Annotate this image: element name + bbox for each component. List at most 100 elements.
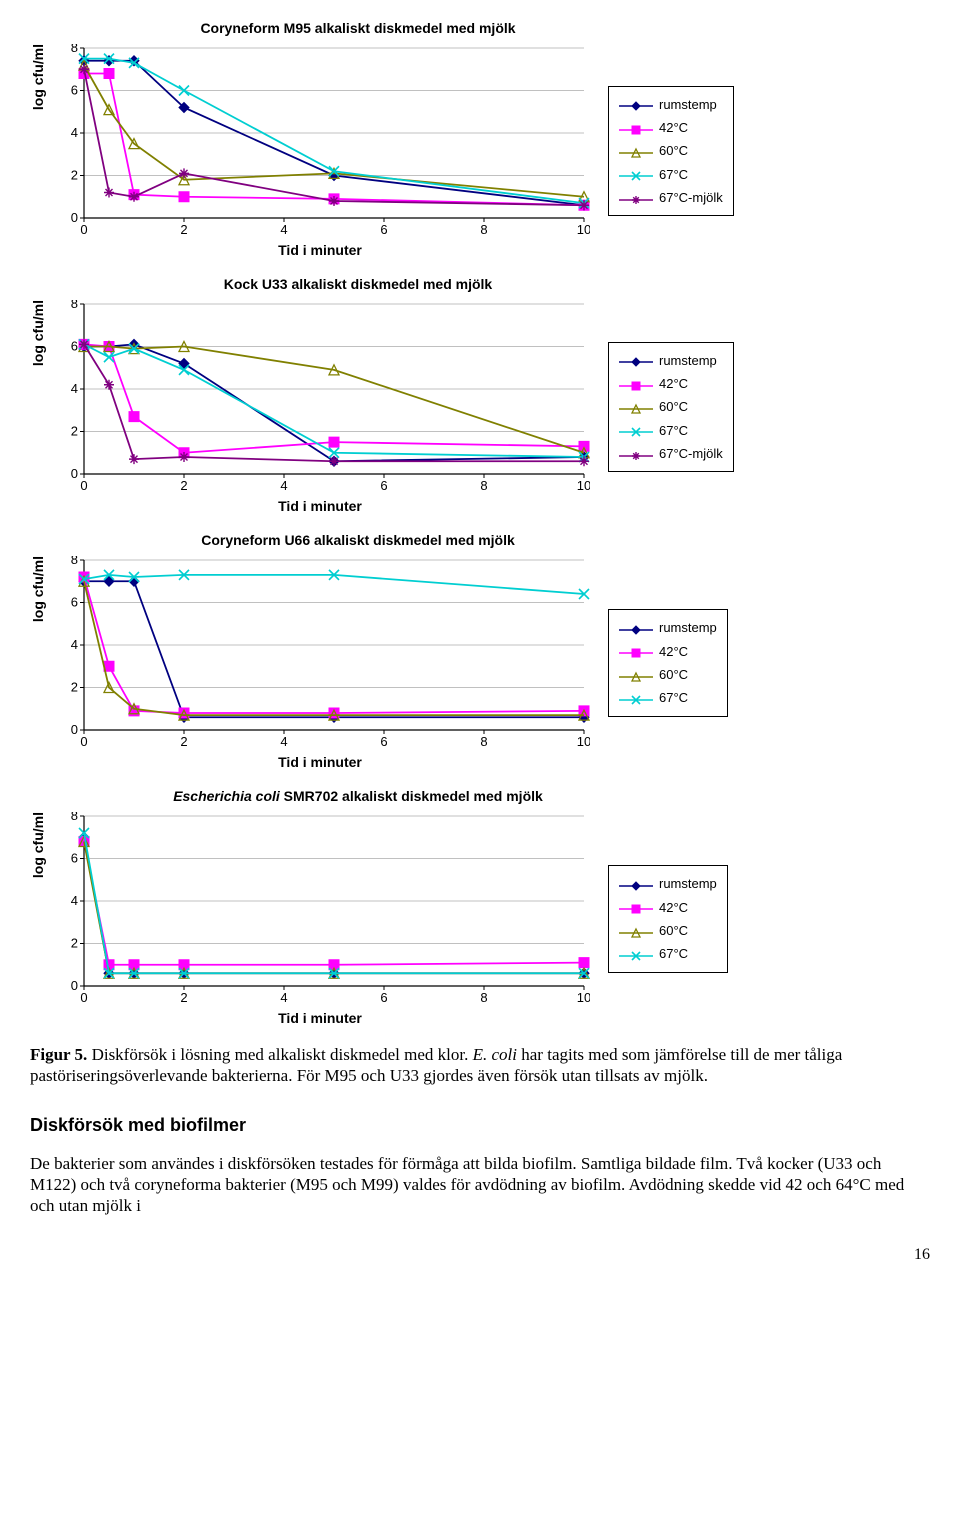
y-axis-label: log cfu/ml	[30, 556, 46, 622]
figure-label: Figur 5.	[30, 1045, 87, 1064]
legend-item: 67°C	[619, 686, 717, 709]
svg-text:10: 10	[577, 990, 590, 1005]
legend-swatch	[619, 924, 653, 938]
chart-legend: rumstemp 42°C 60°C 67°C 67°C-mjölk	[608, 86, 734, 217]
legend-label: 67°C-mjölk	[659, 186, 723, 209]
svg-text:2: 2	[180, 990, 187, 1005]
chart-title: Coryneform M95 alkaliskt diskmedel med m…	[108, 20, 608, 36]
svg-text:0: 0	[71, 210, 78, 225]
svg-text:10: 10	[577, 734, 590, 749]
y-axis-label: log cfu/ml	[30, 44, 46, 110]
legend-item: 42°C	[619, 896, 717, 919]
legend-swatch	[619, 191, 653, 205]
svg-text:4: 4	[280, 222, 287, 237]
legend-swatch	[619, 353, 653, 367]
svg-text:8: 8	[480, 478, 487, 493]
svg-text:0: 0	[71, 722, 78, 737]
legend-label: 67°C-mjölk	[659, 442, 723, 465]
legend-swatch	[619, 97, 653, 111]
legend-swatch	[619, 900, 653, 914]
svg-text:6: 6	[380, 990, 387, 1005]
legend-item: rumstemp	[619, 349, 723, 372]
legend-label: 60°C	[659, 139, 688, 162]
svg-text:0: 0	[71, 466, 78, 481]
chart-block-1: Kock U33 alkaliskt diskmedel med mjölk l…	[30, 276, 930, 514]
legend-label: 60°C	[659, 395, 688, 418]
section-body: De bakterier som användes i diskförsöken…	[30, 1153, 930, 1217]
svg-text:8: 8	[480, 222, 487, 237]
legend-item: rumstemp	[619, 93, 723, 116]
legend-item: 60°C	[619, 663, 717, 686]
svg-text:4: 4	[280, 734, 287, 749]
legend-label: 42°C	[659, 640, 688, 663]
svg-text:0: 0	[71, 978, 78, 993]
svg-text:8: 8	[71, 44, 78, 55]
svg-text:6: 6	[71, 83, 78, 98]
chart-plot: 024680246810	[50, 812, 590, 1008]
svg-text:4: 4	[280, 990, 287, 1005]
legend-swatch	[619, 644, 653, 658]
section-heading: Diskförsök med biofilmer	[30, 1115, 930, 1136]
svg-text:4: 4	[71, 637, 78, 652]
legend-item: 60°C	[619, 919, 717, 942]
legend-swatch	[619, 144, 653, 158]
chart-block-2: Coryneform U66 alkaliskt diskmedel med m…	[30, 532, 930, 770]
legend-label: 60°C	[659, 919, 688, 942]
svg-text:6: 6	[380, 478, 387, 493]
legend-label: 67°C	[659, 686, 688, 709]
svg-text:2: 2	[71, 168, 78, 183]
chart-block-0: Coryneform M95 alkaliskt diskmedel med m…	[30, 20, 930, 258]
legend-label: rumstemp	[659, 616, 717, 639]
x-axis-label: Tid i minuter	[50, 498, 590, 514]
legend-swatch	[619, 447, 653, 461]
chart-plot: 024680246810	[50, 300, 590, 496]
svg-text:2: 2	[180, 478, 187, 493]
svg-text:8: 8	[480, 734, 487, 749]
svg-text:2: 2	[71, 936, 78, 951]
svg-text:10: 10	[577, 478, 590, 493]
svg-text:4: 4	[71, 381, 78, 396]
legend-label: 67°C	[659, 942, 688, 965]
chart-legend: rumstemp 42°C 60°C 67°C 67°C-mjölk	[608, 342, 734, 473]
legend-item: 60°C	[619, 139, 723, 162]
legend-swatch	[619, 621, 653, 635]
legend-item: 67°C-mjölk	[619, 442, 723, 465]
legend-label: 42°C	[659, 372, 688, 395]
legend-item: 67°C	[619, 163, 723, 186]
svg-text:4: 4	[71, 125, 78, 140]
legend-label: 42°C	[659, 896, 688, 919]
legend-label: 67°C	[659, 419, 688, 442]
figure-caption: Figur 5. Diskförsök i lösning med alkali…	[30, 1044, 930, 1087]
legend-swatch	[619, 167, 653, 181]
chart-plot: 024680246810	[50, 556, 590, 752]
svg-text:6: 6	[71, 851, 78, 866]
svg-text:8: 8	[71, 556, 78, 567]
legend-swatch	[619, 877, 653, 891]
svg-text:8: 8	[480, 990, 487, 1005]
chart-legend: rumstemp 42°C 60°C 67°C	[608, 865, 728, 973]
svg-text:6: 6	[71, 339, 78, 354]
legend-label: rumstemp	[659, 872, 717, 895]
legend-swatch	[619, 121, 653, 135]
svg-text:0: 0	[80, 478, 87, 493]
y-axis-label: log cfu/ml	[30, 812, 46, 878]
svg-text:4: 4	[280, 478, 287, 493]
legend-label: 60°C	[659, 663, 688, 686]
legend-swatch	[619, 947, 653, 961]
chart-title: Escherichia coli SMR702 alkaliskt diskme…	[108, 788, 608, 804]
legend-label: 67°C	[659, 163, 688, 186]
legend-swatch	[619, 691, 653, 705]
x-axis-label: Tid i minuter	[50, 754, 590, 770]
legend-item: rumstemp	[619, 616, 717, 639]
legend-item: 67°C	[619, 419, 723, 442]
legend-label: rumstemp	[659, 93, 717, 116]
svg-text:8: 8	[71, 300, 78, 311]
legend-item: 42°C	[619, 116, 723, 139]
legend-item: rumstemp	[619, 872, 717, 895]
svg-text:6: 6	[380, 222, 387, 237]
legend-item: 67°C-mjölk	[619, 186, 723, 209]
svg-text:0: 0	[80, 990, 87, 1005]
svg-text:10: 10	[577, 222, 590, 237]
svg-text:6: 6	[380, 734, 387, 749]
legend-label: 42°C	[659, 116, 688, 139]
